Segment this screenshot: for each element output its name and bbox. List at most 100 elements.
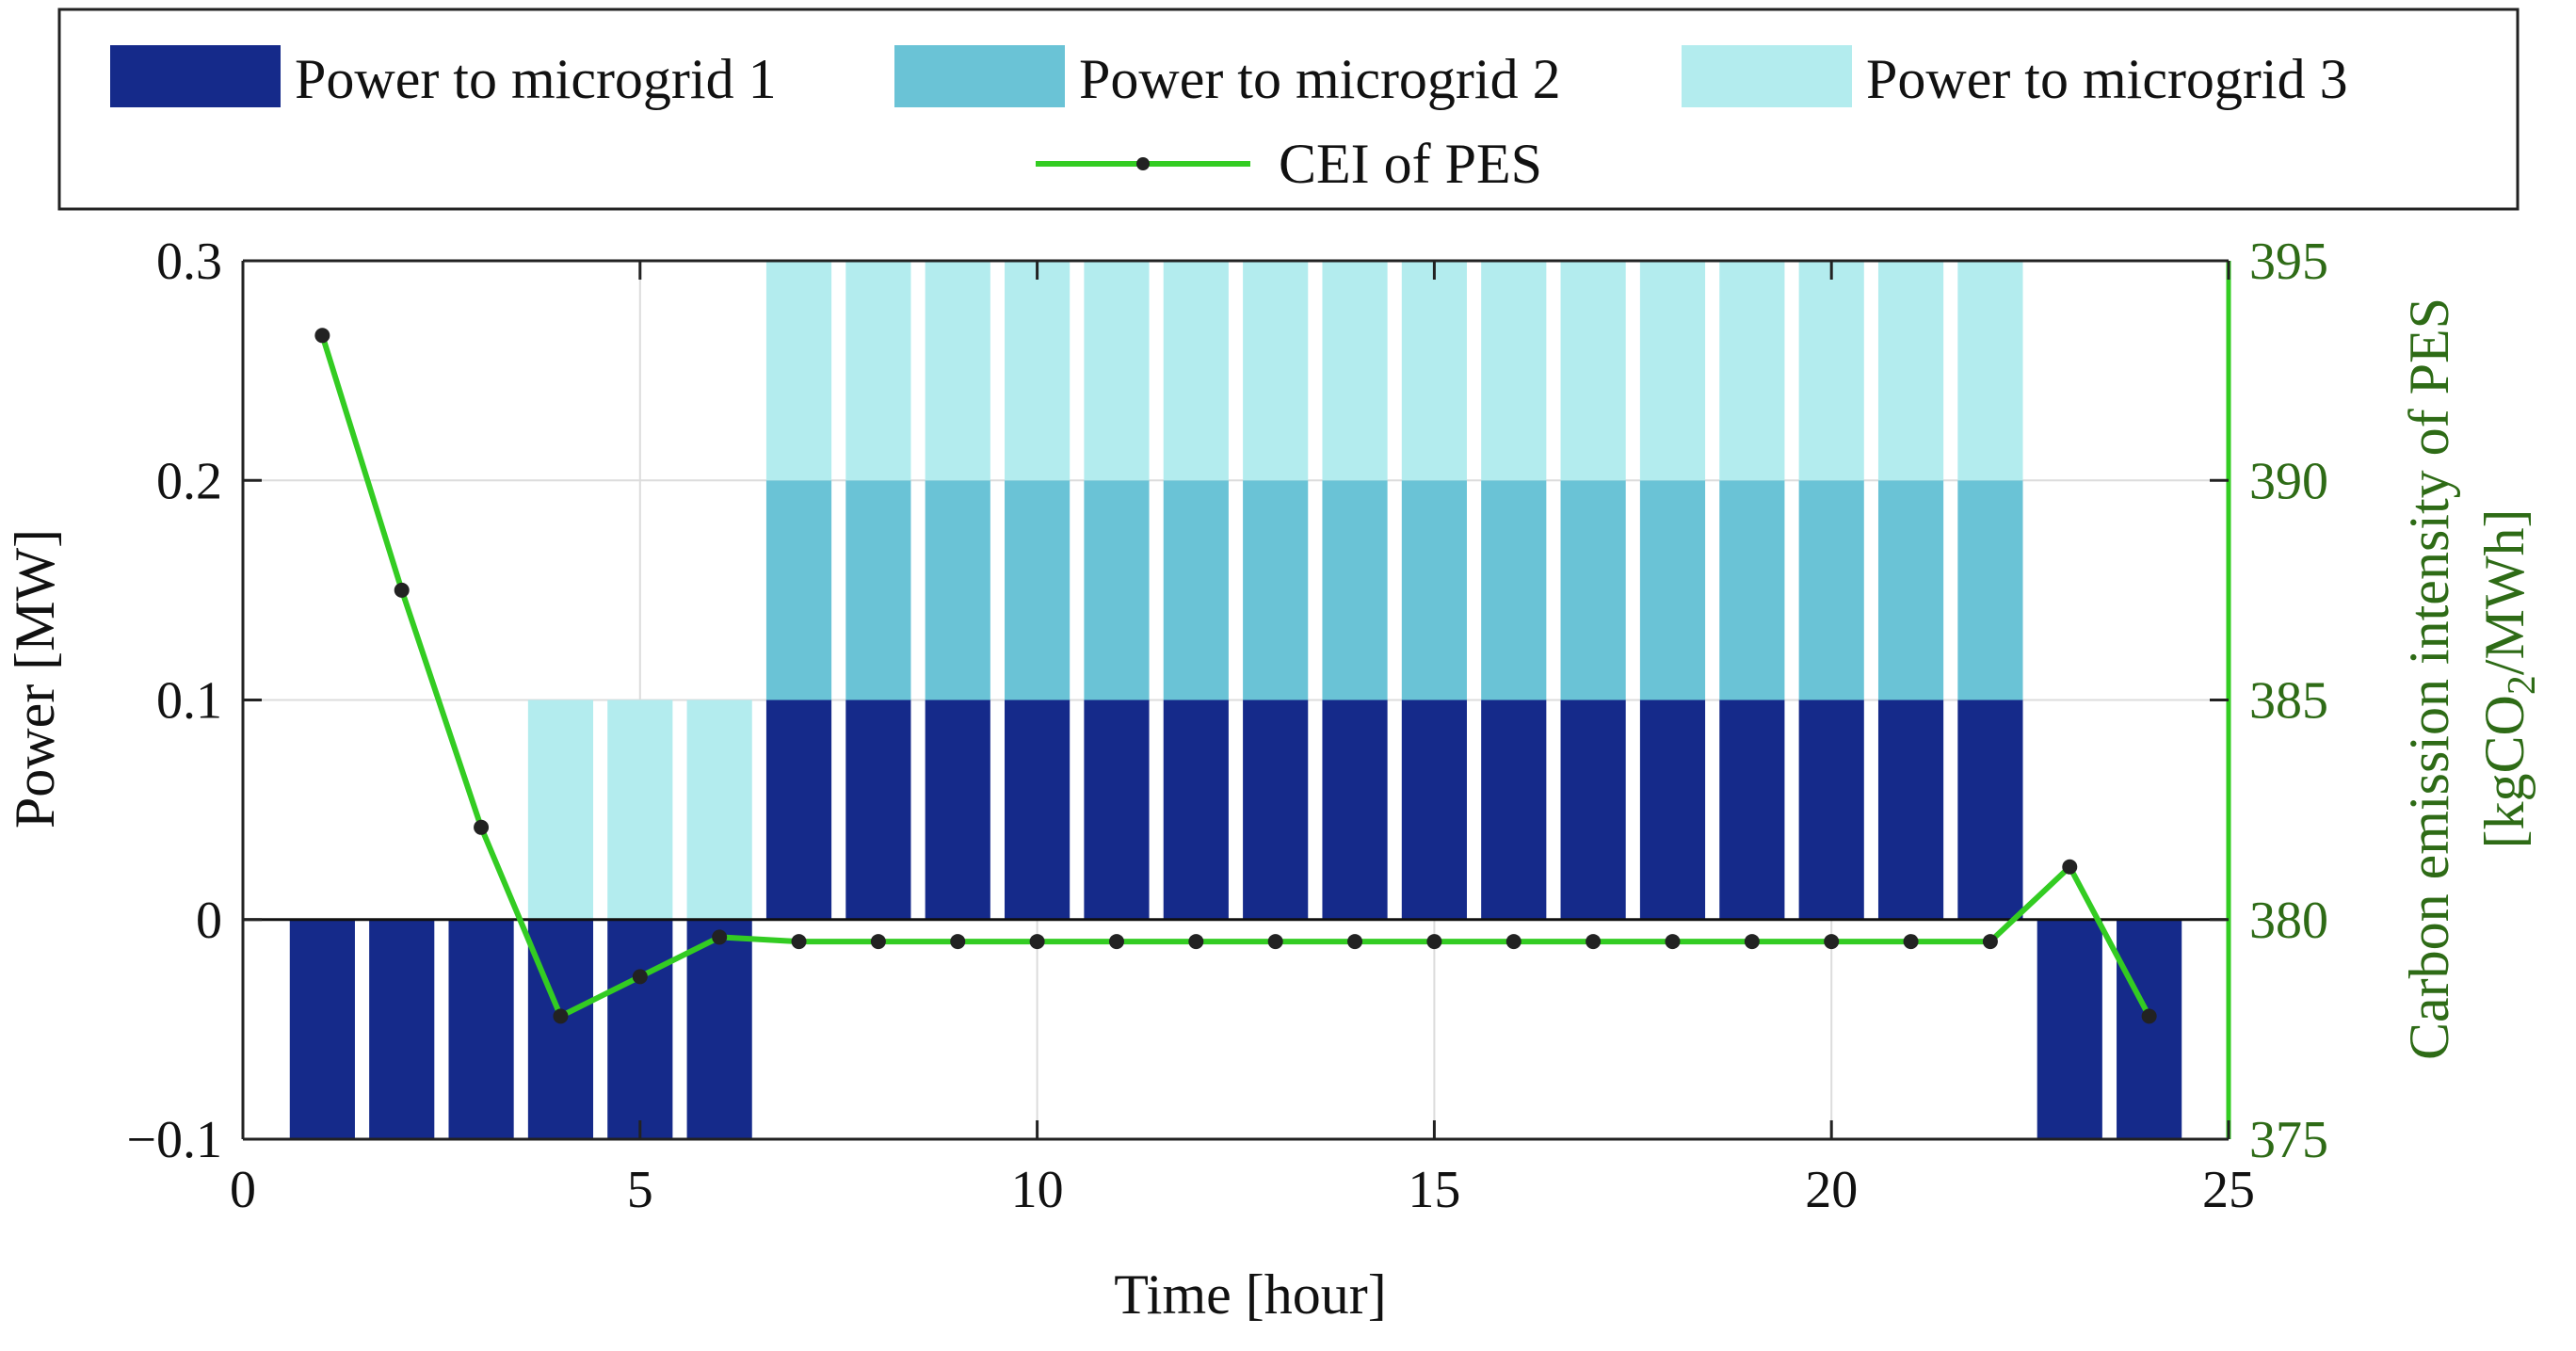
- cei-marker: [2062, 859, 2078, 875]
- y-tick-label: 0.3: [156, 233, 222, 291]
- cei-marker: [314, 328, 330, 344]
- cei-marker: [870, 934, 886, 950]
- bar-microgrid-2: [1401, 480, 1467, 700]
- y-axis-label: Power [MW]: [4, 529, 66, 828]
- cei-line-path: [319, 334, 2152, 1020]
- legend-marker-cei: [1136, 157, 1150, 170]
- bar-microgrid-1: [845, 700, 911, 920]
- bar-microgrid-1: [1084, 700, 1150, 920]
- cei-marker: [1903, 934, 1919, 950]
- legend-swatch-microgrid-2: [894, 45, 1065, 107]
- bar-microgrid-1: [2037, 919, 2102, 1139]
- bar-microgrid-1: [1798, 700, 1864, 920]
- y-tick-label: 0.2: [156, 452, 222, 510]
- cei-marker: [1982, 934, 1998, 950]
- cei-marker: [2141, 1008, 2157, 1024]
- bar-microgrid-3: [1639, 261, 1706, 481]
- bar-microgrid-3: [1401, 261, 1467, 481]
- y2-tick-label: 385: [2249, 672, 2328, 731]
- cei-marker: [1347, 934, 1363, 950]
- bar-microgrid-3: [1719, 261, 1785, 481]
- legend-swatch-microgrid-3: [1682, 45, 1852, 107]
- bar-microgrid-1: [369, 919, 435, 1139]
- y2-axis-label-line2: [kgCO2/MWh]: [2473, 509, 2544, 849]
- bar-microgrid-1: [1163, 700, 1229, 920]
- bar-microgrid-3: [1322, 261, 1388, 481]
- bar-microgrid-2: [1719, 480, 1785, 700]
- bar-microgrid-2: [1084, 480, 1150, 700]
- x-tick-label: 20: [1805, 1161, 1858, 1219]
- bar-microgrid-1: [925, 700, 990, 920]
- bar-microgrid-2: [1560, 480, 1626, 700]
- y2-axis-label-line1: Carbon emission intensity of PES: [2398, 298, 2460, 1060]
- y2-tick-label: 375: [2249, 1111, 2328, 1169]
- bar-microgrid-2: [845, 480, 911, 700]
- bar-microgrid-1: [1322, 700, 1388, 920]
- bar-microgrid-1: [686, 919, 752, 1139]
- x-tick-label: 10: [1011, 1161, 1064, 1219]
- y2-unit-sub: 2: [2501, 675, 2544, 695]
- bar-microgrid-1: [1243, 700, 1309, 920]
- legend-label-microgrid-2: Power to microgrid 2: [1079, 48, 1561, 110]
- y2-tick-label: 395: [2249, 233, 2328, 291]
- cei-marker: [1108, 934, 1124, 950]
- cei-line-series: [314, 328, 2157, 1024]
- cei-marker: [1665, 934, 1681, 950]
- x-tick-label: 5: [627, 1161, 653, 1219]
- bar-microgrid-3: [1798, 261, 1864, 481]
- cei-marker: [474, 819, 490, 835]
- cei-marker: [1426, 934, 1442, 950]
- cei-marker: [791, 934, 807, 950]
- bar-microgrid-1: [1401, 700, 1467, 920]
- y2-unit-b: /MWh]: [2473, 509, 2536, 676]
- bar-microgrid-1: [1639, 700, 1706, 920]
- bar-microgrid-3: [1163, 261, 1229, 481]
- cei-marker: [553, 1008, 569, 1024]
- bar-microgrid-3: [527, 700, 594, 920]
- bar-microgrid-3: [1957, 261, 2023, 481]
- cei-marker: [632, 969, 648, 985]
- bar-microgrid-1: [527, 919, 594, 1139]
- cei-marker: [1267, 934, 1283, 950]
- bar-microgrid-2: [1163, 480, 1229, 700]
- cei-marker: [1029, 934, 1045, 950]
- bar-microgrid-1: [1877, 700, 1944, 920]
- bar-microgrid-2: [925, 480, 990, 700]
- legend-box: [57, 8, 2520, 211]
- bar-microgrid-3: [925, 261, 990, 481]
- cei-marker: [394, 582, 410, 598]
- cei-marker: [1188, 934, 1204, 950]
- y-tick-label: −0.1: [126, 1111, 222, 1169]
- bar-microgrid-1: [1481, 700, 1547, 920]
- y2-tick-label: 390: [2249, 452, 2328, 510]
- bar-microgrid-3: [845, 261, 911, 481]
- y-tick-label: 0: [196, 892, 222, 950]
- y-tick-label: 0.1: [156, 672, 222, 731]
- bar-microgrid-1: [1719, 700, 1785, 920]
- bar-microgrid-2: [1481, 480, 1547, 700]
- cei-marker: [1586, 934, 1602, 950]
- bar-microgrid-3: [1481, 261, 1547, 481]
- bar-microgrid-3: [1243, 261, 1309, 481]
- x-tick-label: 25: [2202, 1161, 2255, 1219]
- legend-swatch-microgrid-1: [110, 45, 281, 107]
- bar-microgrid-2: [1639, 480, 1706, 700]
- bar-microgrid-3: [765, 261, 832, 481]
- cei-marker: [1824, 934, 1840, 950]
- bar-microgrid-1: [1560, 700, 1626, 920]
- cei-marker: [1505, 934, 1521, 950]
- y2-tick-label: 380: [2249, 892, 2328, 950]
- bar-microgrid-2: [1243, 480, 1309, 700]
- legend-label-cei: CEI of PES: [1279, 133, 1542, 195]
- legend-label-microgrid-3: Power to microgrid 3: [1866, 48, 2348, 110]
- bar-microgrid-3: [1877, 261, 1944, 481]
- legend-label-microgrid-1: Power to microgrid 1: [295, 48, 777, 110]
- bar-microgrid-3: [686, 700, 752, 920]
- bar-microgrid-3: [1005, 261, 1071, 481]
- bar-microgrid-1: [607, 919, 673, 1139]
- bar-microgrid-3: [607, 700, 673, 920]
- cei-marker: [1744, 934, 1760, 950]
